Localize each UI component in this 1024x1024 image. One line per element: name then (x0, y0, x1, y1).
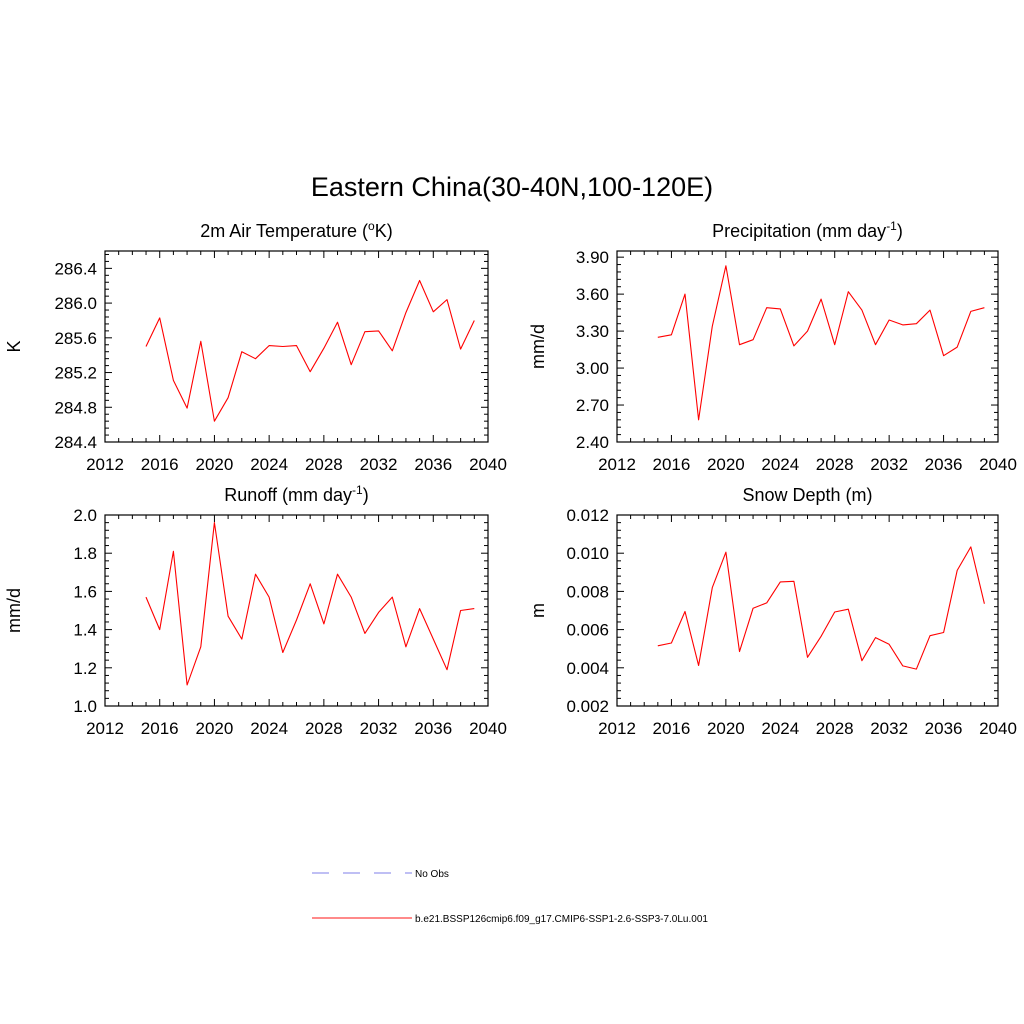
y-tick-label: 2.40 (576, 433, 609, 452)
y-tick-label: 1.2 (73, 659, 97, 678)
legend: No Obs b.e21.BSSP126cmip6.f09_g17.CMIP6-S… (312, 869, 708, 925)
panel-title-superscript: o (368, 219, 375, 233)
x-tick-label: 2028 (305, 455, 343, 474)
legend-label: b.e21.BSSP126cmip6.f09_g17.CMIP6-SSP1-2.… (415, 914, 708, 925)
y-tick-label: 1.4 (73, 621, 97, 640)
panel-title: Precipitation (mm day-1) (712, 219, 903, 241)
x-tick-label: 2028 (305, 719, 343, 738)
panel-title-main: Runoff (mm day (224, 485, 352, 505)
x-tick-label: 2032 (870, 719, 908, 738)
y-tick-label: 0.004 (566, 659, 609, 678)
y-tick-label: 1.0 (73, 697, 97, 716)
x-tick-label: 2036 (925, 455, 963, 474)
panel-title: 2m Air Temperature (oK) (200, 219, 392, 241)
panel-2: 2012 2016 2020 2024 2028 2032 2036 2040 2.40 2.70… (528, 219, 1017, 474)
y-tick-label: 3.90 (576, 248, 609, 267)
y-tick-label: 3.00 (576, 359, 609, 378)
y-axis-label: mm/d (528, 324, 548, 369)
x-tick-label: 2016 (141, 455, 179, 474)
figure-title: Eastern China(30-40N,100-120E) (311, 172, 713, 202)
x-tick-label: 2012 (598, 455, 636, 474)
panels: 2012 2016 2020 2024 2028 2032 2036 2040 284.4 284… (4, 219, 1017, 738)
x-tick-label: 2024 (761, 455, 799, 474)
x-tick-label: 2012 (598, 719, 636, 738)
panel-title: Runoff (mm day-1) (224, 483, 368, 505)
x-tick-label: 2032 (870, 455, 908, 474)
panel-title-superscript: -1 (886, 219, 897, 233)
y-axis-label: mm/d (4, 588, 24, 633)
legend-label: No Obs (415, 869, 449, 880)
y-tick-label: 0.002 (566, 697, 609, 716)
x-tick-label: 2040 (469, 455, 507, 474)
x-tick-label: 2016 (653, 455, 691, 474)
panel-4: 2012 2016 2020 2024 2028 2032 2036 2040 0.002 0.0… (528, 485, 1017, 738)
x-tick-label: 2040 (979, 719, 1017, 738)
panel-title-main: Precipitation (mm day (712, 221, 886, 241)
panel-1: 2012 2016 2020 2024 2028 2032 2036 2040 284.4 284… (4, 219, 507, 474)
panel-3: 2012 2016 2020 2024 2028 2032 2036 2040 1.0 1.2 1.… (4, 483, 507, 738)
x-tick-label: 2036 (414, 455, 452, 474)
y-tick-label: 2.0 (73, 506, 97, 525)
panel-title: Snow Depth (m) (742, 485, 872, 505)
x-tick-label: 2020 (196, 719, 234, 738)
x-tick-label: 2012 (86, 455, 124, 474)
x-tick-label: 2028 (816, 719, 854, 738)
legend-entry: No Obs (312, 869, 449, 880)
y-axis-label: K (4, 340, 24, 352)
x-tick-label: 2020 (707, 719, 745, 738)
y-tick-label: 284.4 (54, 433, 97, 452)
x-tick-label: 2024 (250, 719, 288, 738)
y-tick-label: 0.006 (566, 621, 609, 640)
y-tick-label: 286.0 (54, 294, 97, 313)
x-tick-label: 2020 (196, 455, 234, 474)
x-tick-label: 2012 (86, 719, 124, 738)
x-tick-label: 2040 (979, 455, 1017, 474)
x-tick-label: 2032 (360, 719, 398, 738)
y-tick-label: 1.8 (73, 544, 97, 563)
series-line (145, 279, 475, 422)
x-tick-label: 2028 (816, 455, 854, 474)
y-tick-label: 286.4 (54, 259, 97, 278)
x-tick-label: 2016 (653, 719, 691, 738)
series-line (657, 265, 985, 421)
y-tick-label: 0.010 (566, 544, 609, 563)
y-tick-label: 285.6 (54, 329, 97, 348)
y-tick-label: 3.60 (576, 285, 609, 304)
y-tick-label: 3.30 (576, 322, 609, 341)
legend-entry: b.e21.BSSP126cmip6.f09_g17.CMIP6-SSP1-2.… (312, 914, 708, 925)
x-tick-label: 2032 (360, 455, 398, 474)
y-axis-label: m (528, 603, 548, 618)
x-tick-label: 2036 (414, 719, 452, 738)
y-tick-label: 0.012 (566, 506, 609, 525)
panel-title-end: ) (363, 485, 369, 505)
panel-title-end: ) (897, 221, 903, 241)
y-tick-label: 284.8 (54, 398, 97, 417)
y-tick-label: 1.6 (73, 582, 97, 601)
x-tick-label: 2036 (925, 719, 963, 738)
y-tick-label: 0.008 (566, 582, 609, 601)
panel-title-end: K) (375, 221, 393, 241)
y-tick-label: 2.70 (576, 396, 609, 415)
x-tick-label: 2020 (707, 455, 745, 474)
panel-title-superscript: -1 (352, 483, 363, 497)
x-tick-label: 2040 (469, 719, 507, 738)
x-tick-label: 2016 (141, 719, 179, 738)
series-line (145, 522, 475, 686)
y-tick-label: 285.2 (54, 364, 97, 383)
panel-title-main: Snow Depth (m) (742, 485, 872, 505)
panel-title-main: 2m Air Temperature ( (200, 221, 368, 241)
x-tick-label: 2024 (761, 719, 799, 738)
x-tick-label: 2024 (250, 455, 288, 474)
series-line (657, 546, 985, 670)
